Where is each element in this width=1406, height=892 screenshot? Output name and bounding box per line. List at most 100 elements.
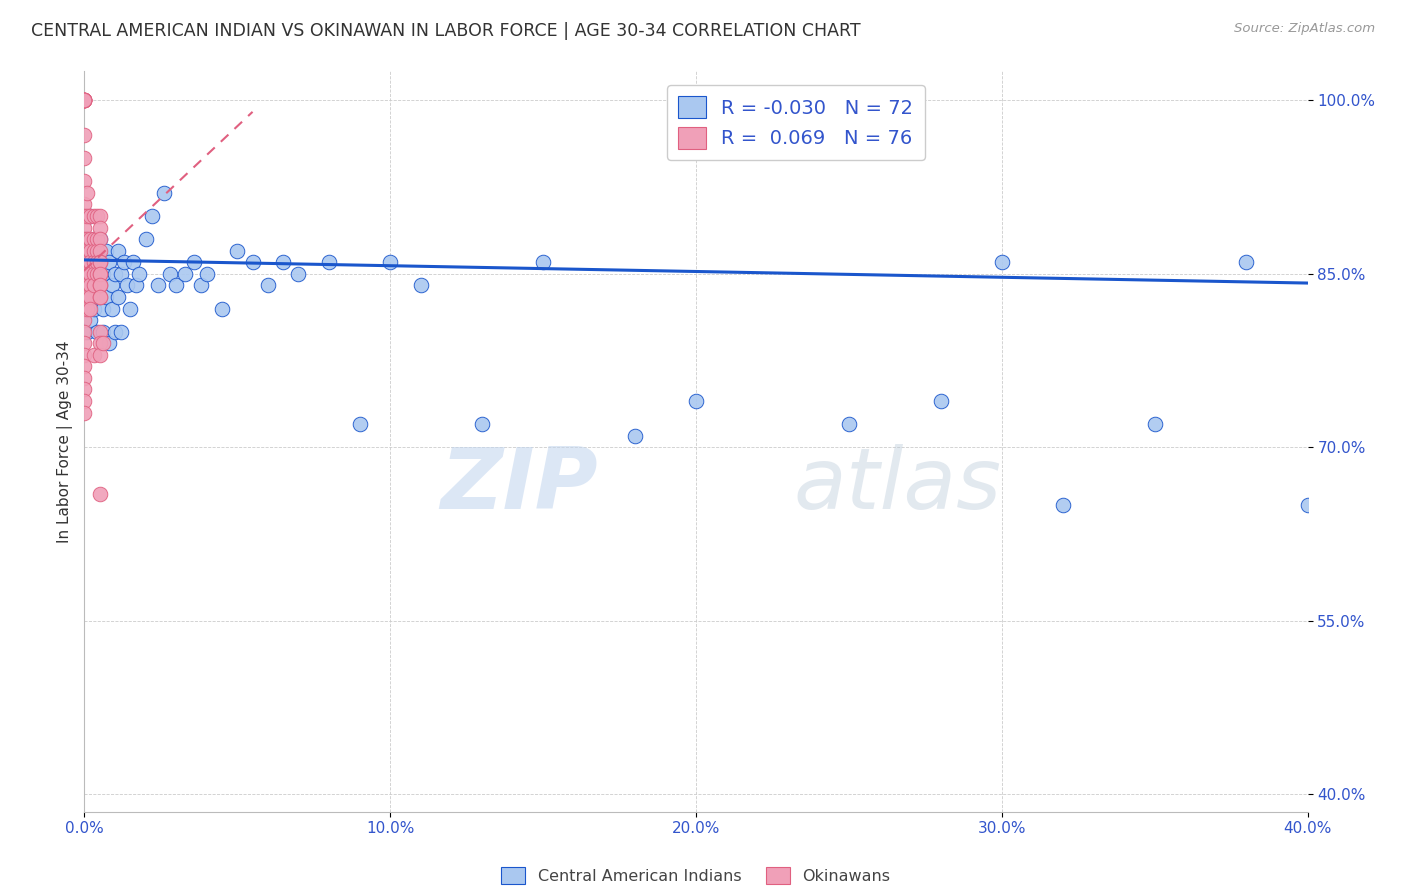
Point [83,232,105,246]
Point [174,267,197,281]
Point [83,267,105,281]
Text: CENTRAL AMERICAN INDIAN VS OKINAWAN IN LABOR FORCE | AGE 30-34 CORRELATION CHART: CENTRAL AMERICAN INDIAN VS OKINAWAN IN L… [31,22,860,40]
Point [107,290,129,304]
Point [79,244,101,258]
Point [76,278,98,293]
Point [86,244,108,258]
Point [73,93,96,107]
Point [79,278,101,293]
Point [79,290,101,304]
Point [112,255,135,269]
Point [73,383,96,397]
Point [1143,417,1166,432]
Point [86,267,108,281]
Point [73,336,96,351]
Point [73,371,96,385]
Point [83,348,105,362]
Point [79,244,101,258]
Point [83,209,105,223]
Point [83,278,105,293]
Point [91,325,114,339]
Point [257,278,280,293]
Point [349,417,371,432]
Point [195,267,218,281]
Point [89,267,111,281]
Point [125,278,148,293]
Point [104,267,127,281]
Point [76,209,98,223]
Point [73,406,96,420]
Point [89,255,111,269]
Point [101,301,124,316]
Point [86,325,108,339]
Point [89,255,111,269]
Point [101,278,124,293]
Y-axis label: In Labor Force | Age 30-34: In Labor Force | Age 30-34 [58,340,73,543]
Point [380,255,402,269]
Point [73,197,96,211]
Point [89,255,111,269]
Point [159,267,181,281]
Point [685,394,707,409]
Point [76,267,98,281]
Point [89,209,111,223]
Point [211,301,233,316]
Point [89,325,111,339]
Point [79,267,101,281]
Point [83,255,105,269]
Point [73,93,96,107]
Point [122,255,145,269]
Point [1296,498,1319,512]
Point [97,255,120,269]
Point [89,267,111,281]
Point [76,290,98,304]
Point [73,93,96,107]
Point [94,244,117,258]
Point [135,232,157,246]
Point [73,151,96,165]
Point [110,325,132,339]
Point [89,278,111,293]
Text: Source: ZipAtlas.com: Source: ZipAtlas.com [1234,22,1375,36]
Point [104,325,127,339]
Point [79,232,101,246]
Point [76,255,98,269]
Point [89,220,111,235]
Point [73,209,96,223]
Point [624,429,647,443]
Point [73,93,96,107]
Point [73,348,96,362]
Point [73,93,96,107]
Point [287,267,309,281]
Point [76,232,98,246]
Text: ZIP: ZIP [440,444,598,527]
Point [89,278,111,293]
Point [86,232,108,246]
Point [73,93,96,107]
Text: atlas: atlas [794,444,1002,527]
Point [83,255,105,269]
Point [471,417,494,432]
Point [89,290,111,304]
Point [89,336,111,351]
Point [76,255,98,269]
Point [929,394,952,409]
Point [76,232,98,246]
Legend: Central American Indians, Okinawans: Central American Indians, Okinawans [495,861,897,890]
Point [73,394,96,409]
Point [89,486,111,500]
Point [110,267,132,281]
Point [86,209,108,223]
Point [531,255,554,269]
Point [73,255,96,269]
Point [73,359,96,374]
Point [91,301,114,316]
Point [153,186,176,200]
Point [86,290,108,304]
Point [97,336,120,351]
Point [83,244,105,258]
Point [79,290,101,304]
Point [141,209,163,223]
Point [76,244,98,258]
Point [76,301,98,316]
